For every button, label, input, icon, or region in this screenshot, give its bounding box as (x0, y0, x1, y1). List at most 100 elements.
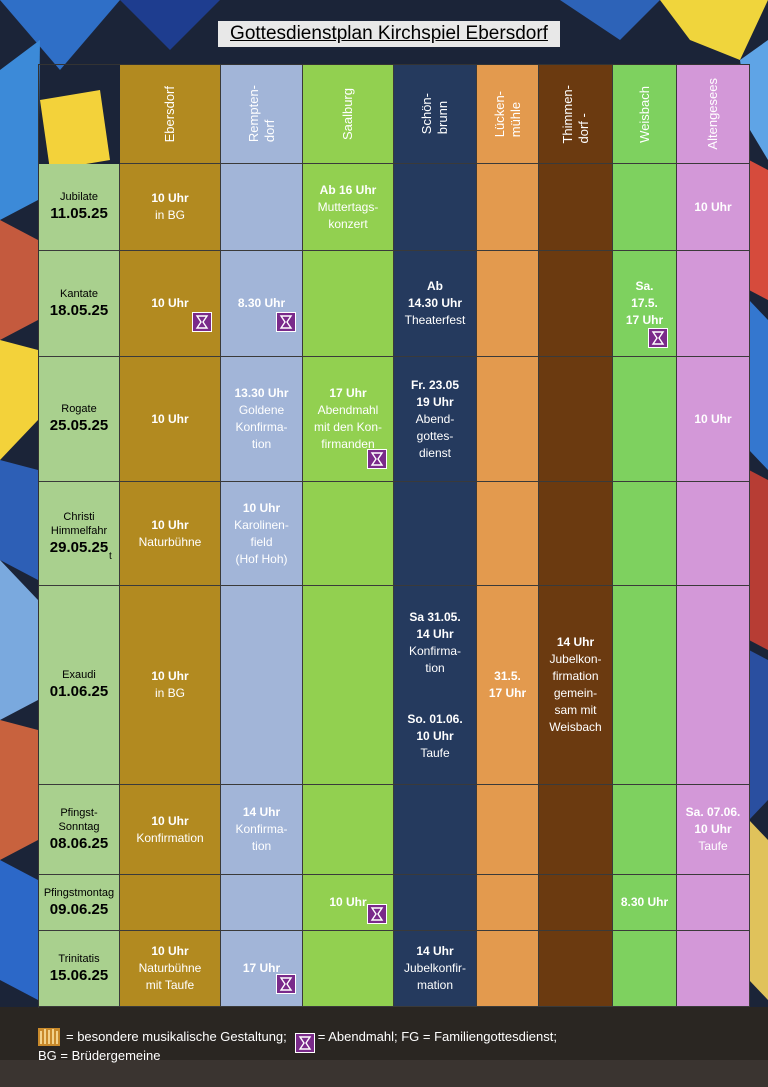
schedule-cell (303, 785, 394, 875)
column-header-3: Schön- brunn (394, 65, 477, 164)
schedule-cell: Sa. 17.5. 17 Uhr (613, 251, 677, 357)
schedule-cell: 10 Uhr (677, 164, 750, 251)
row-label-2: Rogate 25.05.25 (39, 357, 120, 482)
schedule-cell-text: 10 Uhr Naturbühne mit Taufe (139, 943, 202, 994)
schedule-cell-line: tion (425, 660, 445, 675)
row-label-name: Jubilate (60, 191, 98, 203)
schedule-cell-line: tion (251, 437, 272, 451)
schedule-cell-line: Naturbühne (138, 534, 202, 549)
schedule-cell-line: 14 Uhr (556, 635, 595, 649)
schedule-cell: 10 Uhr (120, 251, 221, 357)
schedule-cell-line: 14 Uhr (416, 944, 454, 958)
schedule-cell-line: Theaterfest (404, 313, 466, 327)
schedule-cell-line: So. 01.06. (407, 711, 463, 726)
schedule-cell (303, 251, 394, 357)
schedule-cell: 17 Uhr (221, 931, 303, 1007)
schedule-cell-text: 17 Uhr Abendmahl mit den Kon- firmanden (314, 385, 382, 453)
schedule-cell-line: Karolinen- (234, 517, 289, 532)
schedule-cell: 13.30 Uhr Goldene Konfirma- tion (221, 357, 303, 482)
schedule-cell (477, 357, 539, 482)
schedule-cell (539, 785, 613, 875)
schedule-cell-line: 19 Uhr (416, 394, 454, 409)
schedule-cell-line: 17.5. (631, 296, 658, 310)
schedule-cell: 10 Uhr Karolinen- field (Hof Hoh) (221, 482, 303, 586)
schedule-cell (613, 357, 677, 482)
schedule-cell-line: 10 Uhr (416, 728, 454, 743)
schedule-cell (613, 164, 677, 251)
schedule-cell-line: Abendmahl (317, 403, 379, 417)
schedule-cell-line: Jubelkonfir- (403, 961, 467, 975)
schedule-cell-text: 10 Uhr (151, 411, 188, 428)
schedule-cell (477, 251, 539, 357)
schedule-cell-line: 10 Uhr (694, 411, 732, 426)
schedule-cell: 14 Uhr Jubelkonfir- mation (394, 931, 477, 1007)
schedule-cell (677, 251, 750, 357)
schedule-cell (677, 586, 750, 785)
schedule-cell-line: 10 Uhr (694, 199, 732, 214)
schedule-cell-line: 8.30 Uhr (237, 296, 286, 310)
schedule-cell-text: Fr. 23.05 19 Uhr Abend- gottes- dienst (411, 377, 459, 462)
schedule-cell-text: Sa. 07.06. 10 Uhr Taufe (686, 804, 741, 855)
header-corner (39, 65, 120, 164)
schedule-cell (539, 931, 613, 1007)
column-header-2: Saalburg (303, 65, 394, 164)
schedule-cell-text: 10 Uhr Naturbühne (139, 517, 202, 551)
schedule-cell-line: in BG (154, 208, 185, 222)
schedule-cell-line: Fr. 23.05 (410, 377, 460, 392)
schedule-cell (221, 586, 303, 785)
column-header-1: Rempten- dorf (221, 65, 303, 164)
schedule-cell-line: Konfirma- (235, 822, 288, 836)
column-header-7: Altengesees (677, 65, 750, 164)
schedule-cell (477, 875, 539, 931)
schedule-cell-line: sam mit (554, 703, 597, 717)
schedule-cell: 17 Uhr Abendmahl mit den Kon- firmanden (303, 357, 394, 482)
schedule-cell-line: 10 Uhr (151, 411, 189, 426)
schedule-cell-line: konzert (328, 216, 368, 231)
schedule-cell (477, 931, 539, 1007)
chalice-icon (367, 904, 387, 924)
row-label-name: Christi Himmelfahr (50, 510, 108, 537)
schedule-cell-line: 10 Uhr (151, 813, 189, 828)
chalice-icon (192, 312, 212, 332)
schedule-cell (677, 931, 750, 1007)
schedule-cell-text: 10 Uhr Konfirmation (136, 813, 203, 847)
schedule-cell: Sa 31.05. 14 Uhr Konfirma- tion So. 01.0… (394, 586, 477, 785)
schedule-cell (303, 586, 394, 785)
schedule-cell-text: 13.30 Uhr Goldene Konfirma- tion (234, 385, 288, 453)
schedule-cell: 10 Uhr (120, 357, 221, 482)
schedule-cell: Fr. 23.05 19 Uhr Abend- gottes- dienst (394, 357, 477, 482)
schedule-cell (539, 875, 613, 931)
schedule-cell (613, 785, 677, 875)
schedule-cell: 10 Uhr Naturbühne (120, 482, 221, 586)
schedule-cell-line: Weisbach (549, 720, 602, 734)
schedule-cell-line: 8.30 Uhr (620, 895, 669, 909)
schedule-cell (477, 785, 539, 875)
row-label-date: 01.06.25 (49, 683, 109, 700)
schedule-cell-line: 13.30 Uhr (234, 386, 289, 400)
schedule-cell-line: Ab 16 Uhr (319, 182, 377, 197)
schedule-cell (677, 482, 750, 586)
chalice-icon (367, 449, 387, 469)
row-label-name: Trinitatis (58, 952, 100, 965)
schedule-cell-line: gottes- (416, 428, 454, 443)
schedule-cell (221, 875, 303, 931)
schedule-cell-text: 14 Uhr Jubelkonfir- mation (404, 943, 466, 994)
schedule-cell-text: 10 Uhr in BG (151, 668, 188, 702)
schedule-cell-line: firmation (552, 669, 599, 683)
schedule-cell-line: 17 Uhr (625, 313, 664, 327)
schedule-cell-text: 8.30 Uhr (238, 295, 285, 312)
schedule-cell-line: Muttertags- (317, 199, 379, 214)
schedule-cell-text: 8.30 Uhr (621, 894, 668, 911)
schedule-cell-line: 17 Uhr (242, 961, 281, 975)
row-label-name: Kantate (60, 287, 98, 300)
schedule-cell-line: 14.30 Uhr (407, 296, 462, 310)
schedule-cell-line: 10 Uhr (329, 895, 367, 909)
row-label-name: Rogate (61, 403, 97, 415)
schedule-cell-text: Sa 31.05. 14 Uhr Konfirma- tion So. 01.0… (407, 609, 462, 762)
column-header-label: Saalburg (340, 87, 355, 141)
schedule-cell: 14 Uhr Konfirma- tion (221, 785, 303, 875)
row-label-date: 09.06.25 (49, 900, 109, 918)
row-label-7: Trinitatis 15.06.25 (39, 931, 120, 1007)
column-header-label: Altengesees (705, 78, 720, 150)
schedule-cell-line: Konfirmation (136, 830, 204, 845)
